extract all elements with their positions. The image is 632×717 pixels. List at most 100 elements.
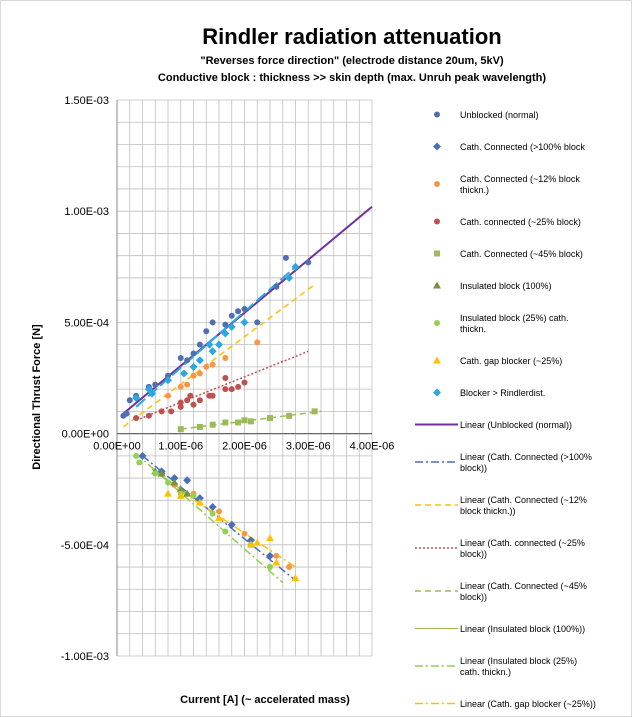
data-point (254, 339, 261, 346)
trendline (122, 205, 373, 415)
y-tick-label: -1.00E-03 (61, 651, 109, 663)
data-point (177, 383, 184, 390)
legend-label-line: Cath. gap blocker (~25%) (460, 356, 562, 366)
data-point (196, 341, 203, 348)
data-point (215, 340, 223, 349)
legend-label-line: thickn. (460, 324, 486, 334)
data-point (177, 403, 184, 410)
data-point (246, 536, 255, 545)
tick-labels: 1.50E-03 1.00E-03 5.00E-04 0.00E+00 -5.00E-0… (61, 95, 395, 663)
legend-label-line: Cath. Connected (~12% block (460, 174, 580, 184)
data-point (272, 558, 281, 566)
data-point (311, 408, 318, 415)
trendline (135, 266, 297, 408)
data-point (209, 319, 216, 326)
legend-label: Linear (Cath. gap blocker (~25%)) (460, 699, 596, 709)
data-point (209, 421, 216, 428)
data-point (165, 372, 171, 379)
legend-label-line: Cath. connected (~25% block) (460, 217, 581, 227)
data-point (241, 530, 248, 537)
y-tick-label: 0.00E+00 (62, 429, 109, 441)
data-point (305, 259, 312, 266)
legend-label: Linear (Insulated block (25%) cath. thick… (460, 656, 577, 677)
data-points (120, 254, 318, 582)
legend-label: Cath. gap blocker (~25%) (460, 356, 562, 366)
data-point (235, 383, 242, 390)
legend-label: Linear (Cath. Connected (>100% block)) (460, 452, 592, 473)
legend-label-line: Unblocked (normal) (460, 110, 539, 120)
data-point (209, 361, 216, 368)
trendline (135, 350, 309, 421)
data-point (208, 347, 217, 356)
legend-marker (434, 250, 440, 257)
data-point (168, 408, 175, 415)
data-point (291, 262, 300, 271)
legend-label-line: Linear (Cath. Connected (>100% (460, 452, 592, 462)
data-point (152, 381, 159, 388)
data-point (267, 415, 273, 422)
data-point (177, 354, 184, 361)
legend-label: Blocker > Rindlerdist. (460, 388, 545, 398)
data-point (266, 551, 274, 560)
grid (116, 99, 373, 657)
data-point (145, 412, 152, 419)
legend-label: Cath. Connected (>100% block (460, 142, 585, 152)
legend-label-line: Linear (Unblocked (normal)) (460, 420, 572, 430)
data-point (222, 528, 229, 535)
x-tick-label: 2.00E-06 (222, 441, 267, 453)
legend-marker (434, 218, 440, 225)
data-point (286, 564, 293, 571)
data-point (209, 510, 216, 517)
legend-label: Linear (Cath. connected (~25% block)) (460, 538, 585, 559)
legend-label-line: Insulated block (100%) (460, 281, 552, 291)
data-point (222, 354, 229, 361)
data-point (222, 419, 229, 426)
data-point (195, 498, 204, 506)
legend-label-line: Blocker > Rindlerdist. (460, 388, 545, 398)
y-tick-label: -5.00E-04 (61, 540, 109, 552)
axes (116, 100, 372, 656)
data-point (157, 469, 166, 477)
data-point (190, 401, 197, 408)
legend-label-line: Cath. Connected (~45% block) (460, 249, 583, 259)
legend-marker (434, 181, 440, 187)
data-point (190, 492, 197, 499)
data-point (235, 308, 242, 315)
data-point (247, 418, 254, 425)
data-point (183, 476, 192, 485)
data-point (203, 328, 210, 335)
data-point (176, 491, 185, 499)
data-point (190, 350, 197, 357)
data-point (184, 357, 191, 364)
legend-label: Linear (Unblocked (normal)) (460, 420, 572, 430)
data-point (165, 392, 171, 399)
data-point (286, 412, 293, 419)
data-point (184, 397, 191, 404)
legend-label: Cath. Connected (~45% block) (460, 249, 583, 259)
chart-title: Rindler radiation attenuation (202, 24, 501, 49)
data-point (240, 318, 249, 327)
data-point (179, 369, 188, 378)
y-tick-label: 5.00E-04 (64, 317, 109, 329)
legend-label-line: block)) (460, 463, 487, 473)
legend-label-line: thickn.) (460, 185, 489, 195)
data-point (164, 376, 172, 385)
data-point (291, 574, 300, 582)
data-point (190, 372, 197, 379)
chart-subtitle-line-1: "Reverses force direction" (electrode di… (200, 55, 504, 67)
legend-marker (434, 111, 440, 118)
data-point (246, 540, 255, 548)
data-point (196, 397, 203, 404)
data-point (205, 340, 214, 349)
legend-marker (434, 320, 440, 326)
data-point (195, 356, 204, 365)
data-point (215, 514, 223, 522)
data-point (158, 408, 165, 415)
data-point (227, 322, 236, 331)
data-point (273, 283, 280, 290)
data-point (170, 474, 179, 483)
legend-label: Linear (Cath. Connected (~45% block)) (460, 581, 587, 602)
data-point (177, 426, 184, 433)
